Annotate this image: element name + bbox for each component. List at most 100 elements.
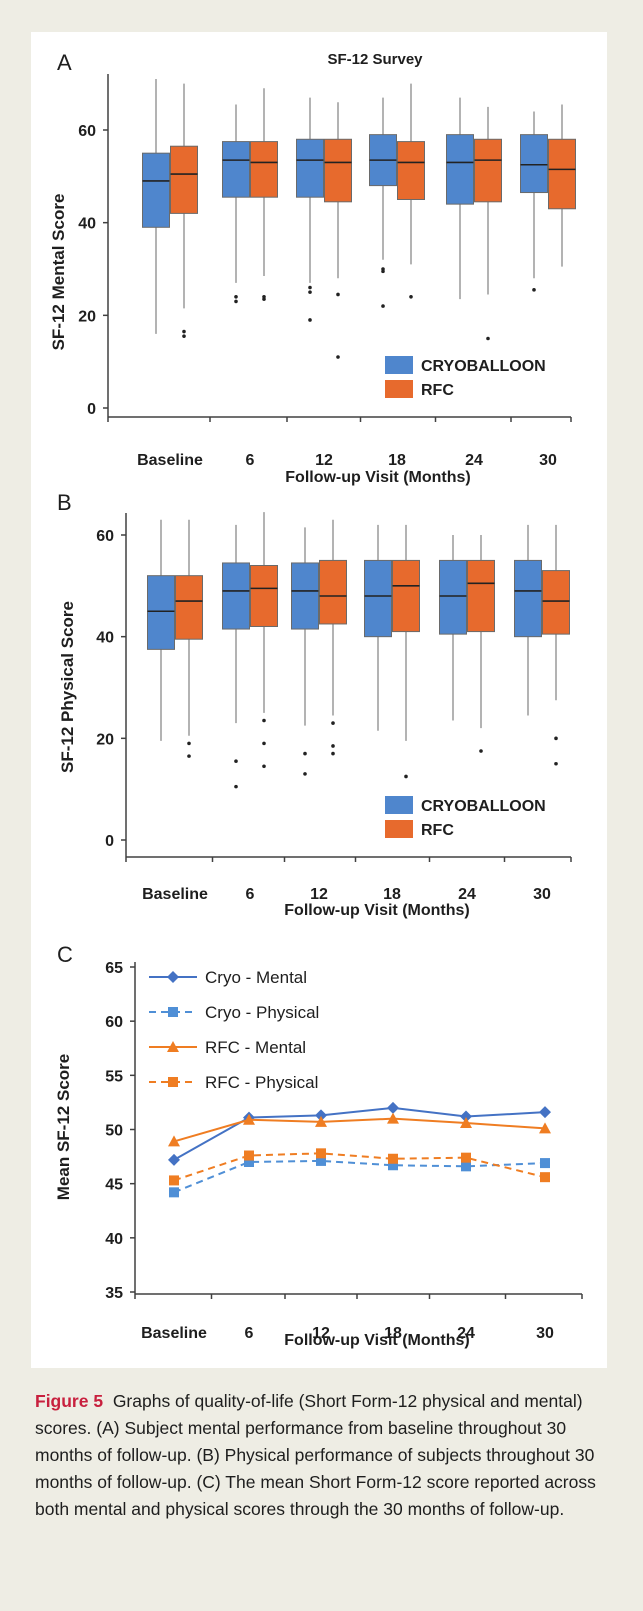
- figure-card: A SF-12 Survey 60 40 20 0 Baseline 6 12 18 24 30 Fol…: [31, 32, 607, 1368]
- panel-b-box-iqr: [392, 559, 420, 633]
- panel-c-point-cryo-mental: [315, 1109, 327, 1122]
- panel-c-point-rfc-mental: [539, 1122, 551, 1134]
- panel-b-y-axis-label: SF-12 Physical Score: [58, 601, 77, 773]
- panel-b-box-rfc-30: [542, 524, 570, 766]
- panel-a-box-iqr: [520, 134, 548, 194]
- panel-b-outlier-point: [331, 751, 335, 756]
- panel-c-point-rfc-mental: [387, 1112, 399, 1124]
- panel-b-box-cryoballoon-30: [514, 524, 542, 716]
- panel-a-box-iqr: [250, 141, 278, 198]
- panel-a-outlier-point: [308, 285, 312, 290]
- panel-a-box-rfc-18: [397, 83, 425, 299]
- panel-a-outlier-point: [532, 288, 536, 292]
- panel-b-outlier-point: [234, 784, 238, 789]
- panel-c-x-tick-label: 12: [312, 1325, 330, 1342]
- panel-a-box-iqr: [324, 138, 352, 203]
- panel-a-box-rfc-30: [548, 104, 576, 267]
- panel-c-series-line-rfc-mental: [173, 1117, 546, 1143]
- panel-b-box-rfc-18: [392, 524, 420, 779]
- panel-b-outlier-point: [262, 718, 266, 723]
- panel-c-y-tick-label: 40: [105, 1231, 123, 1248]
- panel-a-x-tick-label: 6: [246, 452, 255, 469]
- figure-label: Figure 5: [35, 1391, 104, 1411]
- panel-c-x-tick-label: Baseline: [141, 1325, 207, 1342]
- panel-a-outlier-point: [308, 290, 312, 294]
- panel-a-label: A: [57, 50, 72, 75]
- panel-b-outlier-point: [554, 761, 558, 766]
- panel-c-point-cryo-physical: [461, 1161, 471, 1172]
- panel-b-x-tick-label: 18: [383, 886, 401, 903]
- panel-b-outlier-point: [262, 741, 266, 746]
- panel-a-box-iqr: [222, 141, 250, 198]
- panel-b-box-cryoballoon-12: [291, 527, 319, 776]
- panel-b-legend-swatch: [385, 796, 413, 814]
- panel-c-point-cryo-physical: [388, 1160, 398, 1171]
- panel-c-point-cryo-mental: [539, 1106, 551, 1119]
- panel-b-x-tick-label: 30: [533, 886, 551, 903]
- panel-a-legend-swatch: [385, 380, 413, 398]
- panel-c-point-rfc-physical: [388, 1153, 398, 1164]
- panel-b-box-iqr: [250, 565, 278, 627]
- panel-b-box-iqr: [222, 562, 250, 630]
- panel-a-box-rfc-6: [250, 88, 278, 301]
- panel-a-legend-swatch: [385, 356, 413, 374]
- panel-a-outlier-point: [262, 295, 266, 299]
- panel-c-legend-label: RFC - Mental: [205, 1038, 306, 1057]
- panel-a-outlier-point: [381, 267, 385, 271]
- panel-b-box-iqr: [514, 559, 542, 638]
- panel-c-label: C: [57, 942, 73, 967]
- panel-c-point-rfc-mental: [460, 1117, 472, 1128]
- panel-a-box-cryoballoon-24: [446, 97, 474, 300]
- panel-c-point-cryo-mental: [168, 1153, 180, 1166]
- panel-c-x-tick-label: 24: [457, 1325, 475, 1342]
- panel-a-legend-label: RFC: [421, 382, 454, 399]
- panel-a-title: SF-12 Survey: [327, 51, 423, 68]
- panel-c-legend-marker-rfc-physical: [168, 1077, 178, 1087]
- panel-a-box-cryoballoon-baseline: [142, 79, 170, 334]
- panel-b-x-tick-label: 12: [310, 886, 328, 903]
- caption-text: Graphs of quality-of-life (Short Form-12…: [35, 1391, 596, 1519]
- panel-c-legend-marker-cryo-physical: [168, 1007, 178, 1017]
- panel-a-box-iqr: [548, 138, 576, 210]
- panel-a-outlier-point: [381, 304, 385, 308]
- panel-b-box-rfc-baseline: [175, 519, 203, 758]
- panel-b-box-iqr: [175, 575, 203, 640]
- panel-a-x-tick-label: 30: [539, 452, 557, 469]
- panel-b-y-tick-label: 20: [96, 731, 114, 748]
- panel-a-outlier-point: [336, 355, 340, 359]
- panel-a-y-axis-label: SF-12 Mental Score: [49, 194, 68, 351]
- panel-b-outlier-point: [479, 749, 483, 753]
- figure-caption: Figure 5 Graphs of quality-of-life (Shor…: [35, 1388, 610, 1523]
- panel-c-series-line-cryo-mental: [173, 1106, 546, 1161]
- panel-a-outlier-point: [336, 292, 340, 297]
- panel-b-box-cryoballoon-6: [222, 524, 250, 789]
- panel-c-y-tick-label: 55: [105, 1068, 123, 1085]
- panel-a-box-iqr: [142, 152, 170, 228]
- panel-a-outlier-point: [308, 318, 312, 322]
- panel-a-box-cryoballoon-12: [296, 97, 324, 322]
- panel-b-outlier-point: [187, 754, 191, 758]
- panel-c-legend-marker-cryo-mental: [167, 971, 179, 983]
- panel-b-box-cryoballoon-18: [364, 524, 392, 731]
- panel-c-series-line-rfc-physical: [173, 1152, 546, 1182]
- panel-b-box-iqr: [291, 562, 319, 630]
- panel-a-outlier-point: [486, 336, 490, 341]
- panel-b-outlier-point: [187, 741, 191, 746]
- panel-a-y-tick-label: 0: [87, 401, 96, 418]
- panel-c-y-tick-label: 45: [105, 1177, 123, 1194]
- panel-c-point-rfc-physical: [244, 1150, 254, 1161]
- panel-b-box-cryoballoon-baseline: [147, 519, 175, 741]
- panel-c-point-rfc-mental: [315, 1115, 327, 1127]
- panel-c-point-rfc-mental: [243, 1113, 255, 1125]
- panel-b-legend-label: RFC: [421, 822, 454, 839]
- panel-c-y-tick-label: 50: [105, 1123, 123, 1140]
- panel-a-legend-label: CRYOBALLOON: [421, 358, 546, 375]
- panel-a-outlier-point: [234, 295, 238, 299]
- panel-b-x-tick-label: Baseline: [142, 886, 208, 903]
- panel-b-y-tick-label: 60: [96, 528, 114, 545]
- panel-b-box-cryoballoon-24: [439, 535, 467, 721]
- panel-c-y-axis-label: Mean SF-12 Score: [54, 1054, 73, 1200]
- panel-c-point-cryo-mental: [387, 1101, 399, 1114]
- panel-b-label: B: [57, 490, 72, 515]
